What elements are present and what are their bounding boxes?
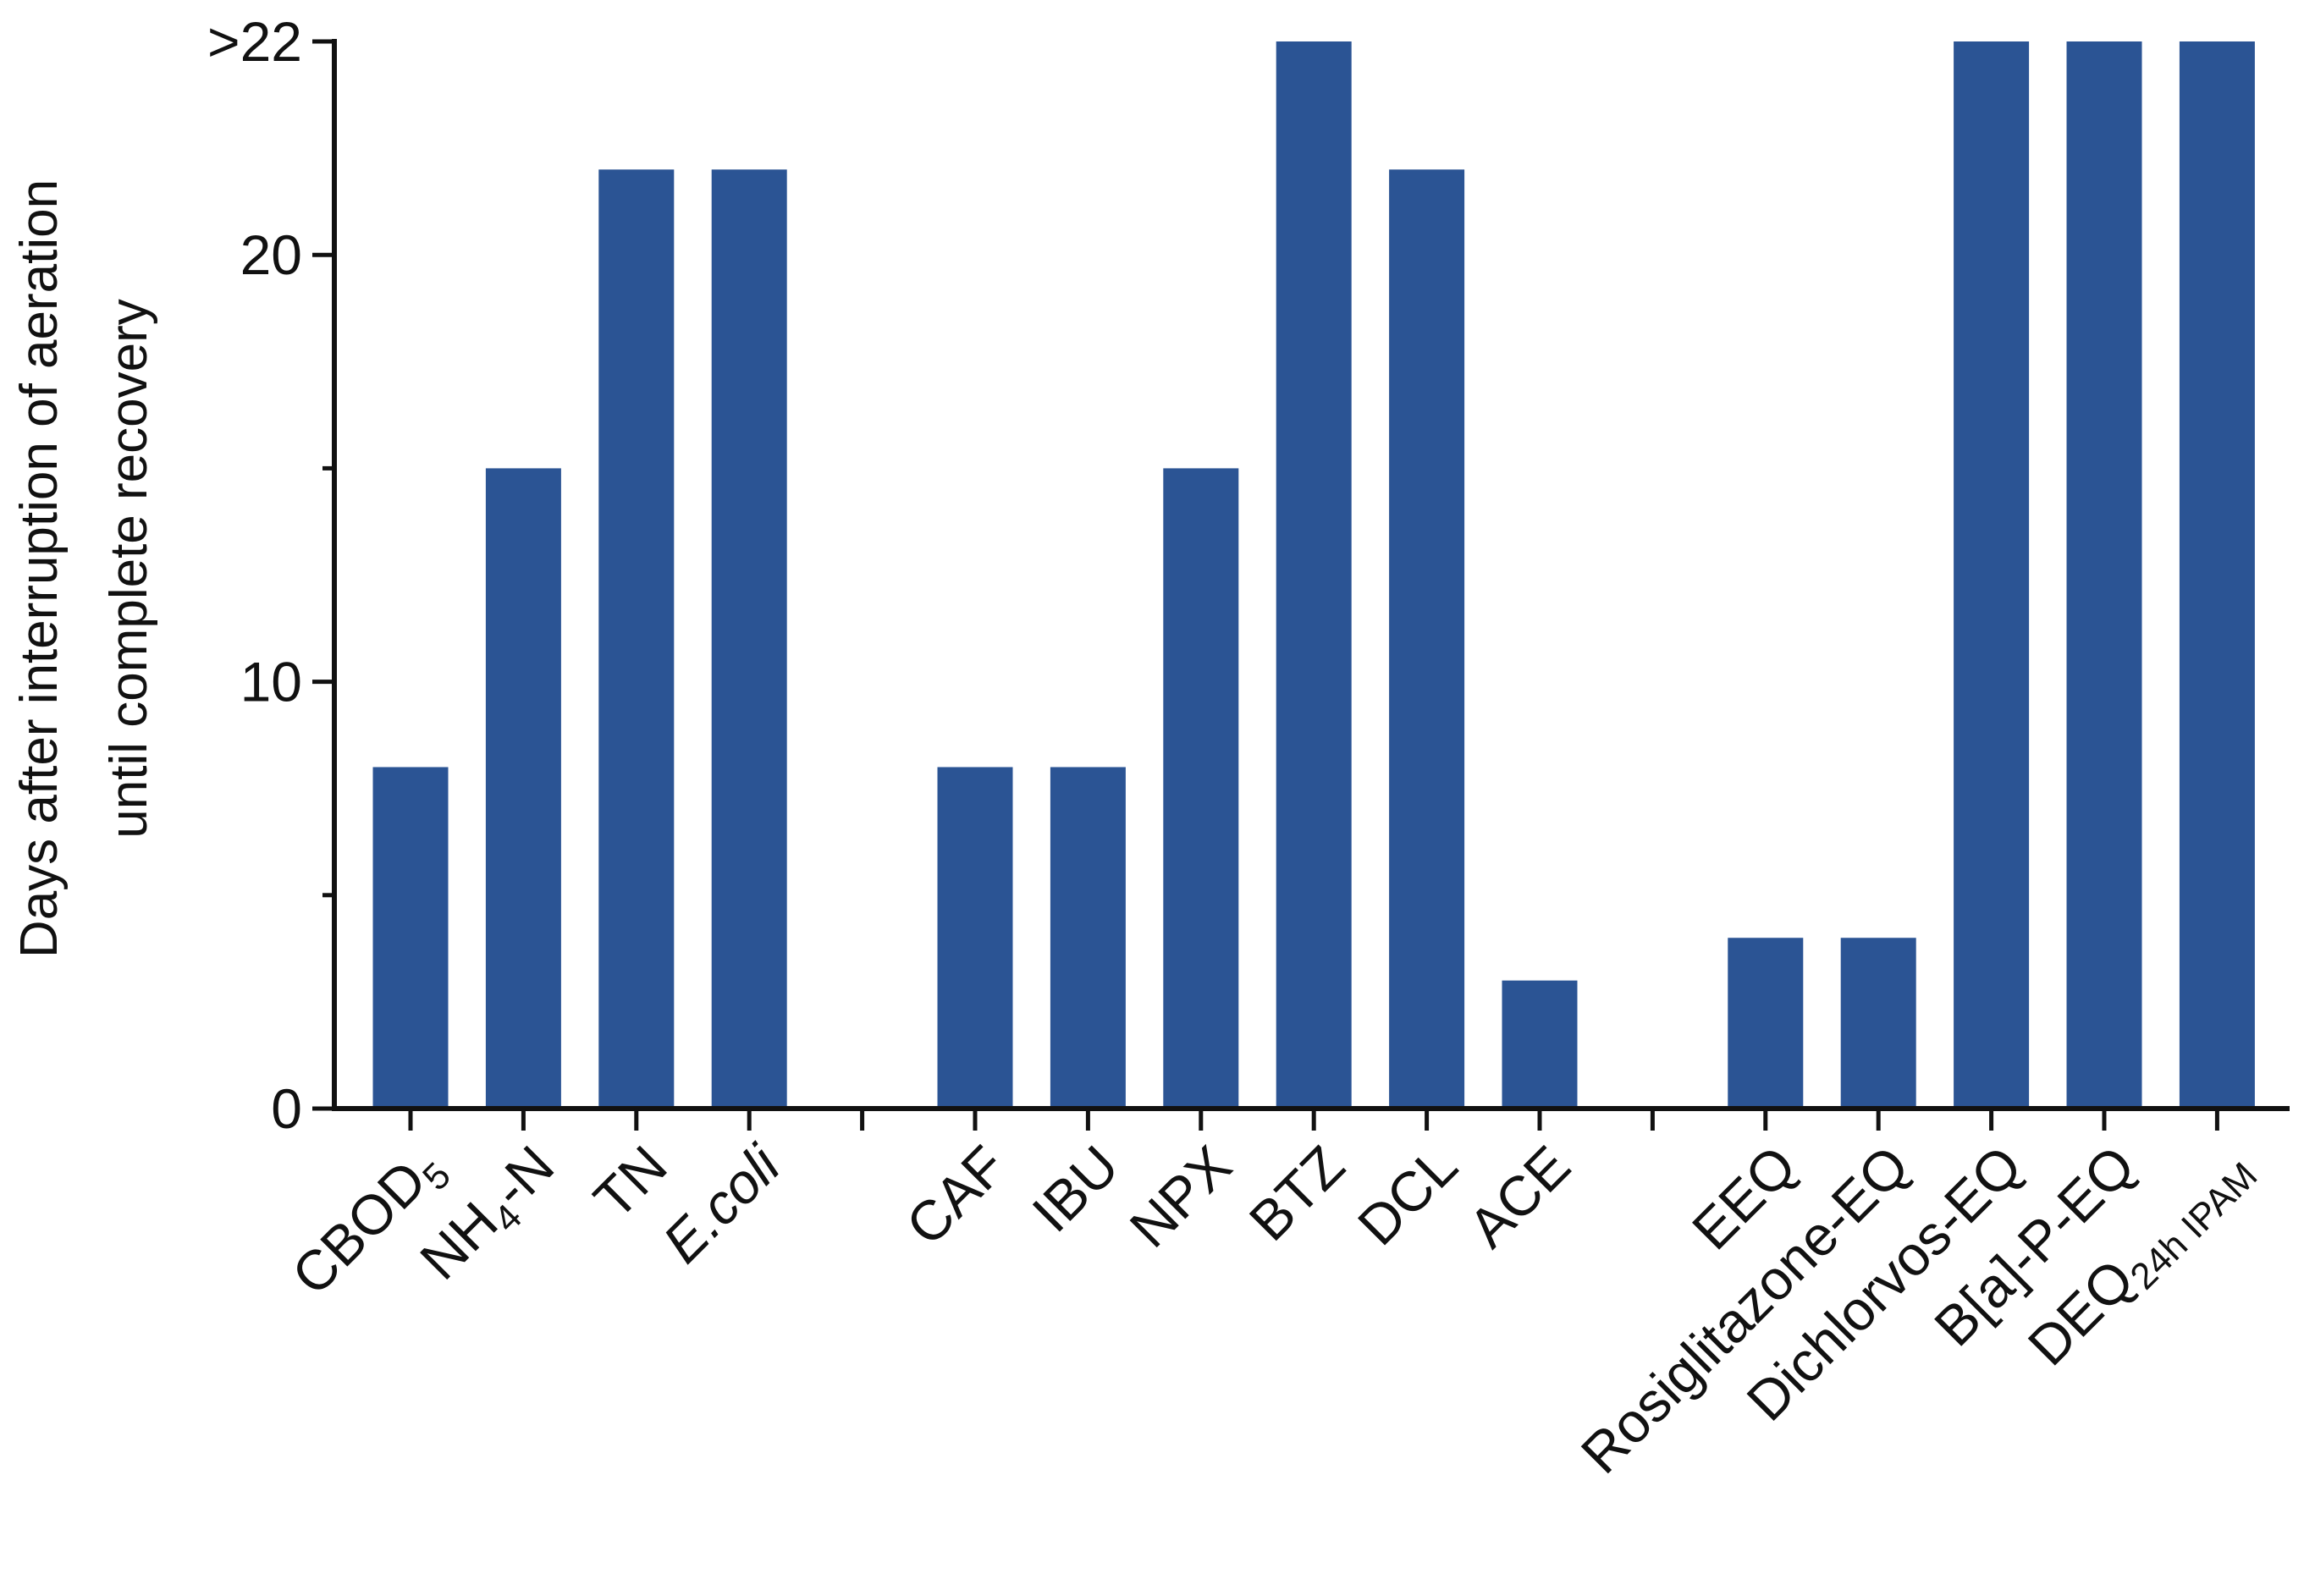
bar-6 xyxy=(937,767,1013,1109)
x-tick-label: DCL xyxy=(1346,1134,1469,1258)
bar-9 xyxy=(1276,41,1352,1109)
x-tick-label-text: E.coli xyxy=(651,1132,793,1274)
y-axis-title: Days after interruption of aeration unti… xyxy=(10,179,158,958)
x-tick-label-text: IBU xyxy=(1020,1134,1130,1244)
x-ticks-group xyxy=(408,1109,2219,1131)
bars-group xyxy=(372,41,2255,1109)
y-tick-label: >22 xyxy=(207,10,302,73)
x-tick-label-text: CAF xyxy=(894,1134,1017,1258)
axes-group xyxy=(332,39,2290,1111)
x-tick-label: NPX xyxy=(1117,1134,1243,1259)
bar-14 xyxy=(1840,938,1916,1109)
x-tick-label: E.coli xyxy=(651,1132,793,1274)
bar-3 xyxy=(598,169,675,1109)
x-tick-label: ACE xyxy=(1457,1134,1582,1259)
y-tick-label: 20 xyxy=(240,223,302,286)
x-tick-label: BTZ xyxy=(1237,1134,1356,1252)
bar-13 xyxy=(1728,938,1804,1109)
bar-11 xyxy=(1502,980,1578,1109)
bar-17 xyxy=(2179,41,2255,1109)
bar-2 xyxy=(485,468,561,1109)
y-axis-title-line-1: Days after interruption of aeration xyxy=(10,179,69,958)
bar-8 xyxy=(1163,468,1239,1109)
x-tick-label-text: DCL xyxy=(1346,1134,1469,1258)
bar-10 xyxy=(1389,169,1465,1109)
bar-1 xyxy=(372,767,449,1109)
bar-16 xyxy=(2066,41,2142,1109)
y-ticks-group: 0 10 20 >22 xyxy=(207,10,334,1140)
y-tick-label: 10 xyxy=(240,651,302,713)
bar-7 xyxy=(1050,767,1126,1109)
x-tick-label-text: BTZ xyxy=(1237,1134,1356,1252)
x-tick-label: IBU xyxy=(1020,1134,1130,1244)
x-tick-label-text: CBOD xyxy=(279,1148,438,1307)
y-tick-label: 0 xyxy=(271,1077,302,1140)
bar-15 xyxy=(1954,41,2030,1109)
y-axis-title-line-2: until complete recovery xyxy=(100,299,158,839)
x-tick-label: CAF xyxy=(894,1134,1017,1258)
bar-4 xyxy=(711,169,787,1109)
x-tick-label-text: ACE xyxy=(1457,1134,1582,1259)
x-tick-label-text: NPX xyxy=(1117,1134,1243,1259)
